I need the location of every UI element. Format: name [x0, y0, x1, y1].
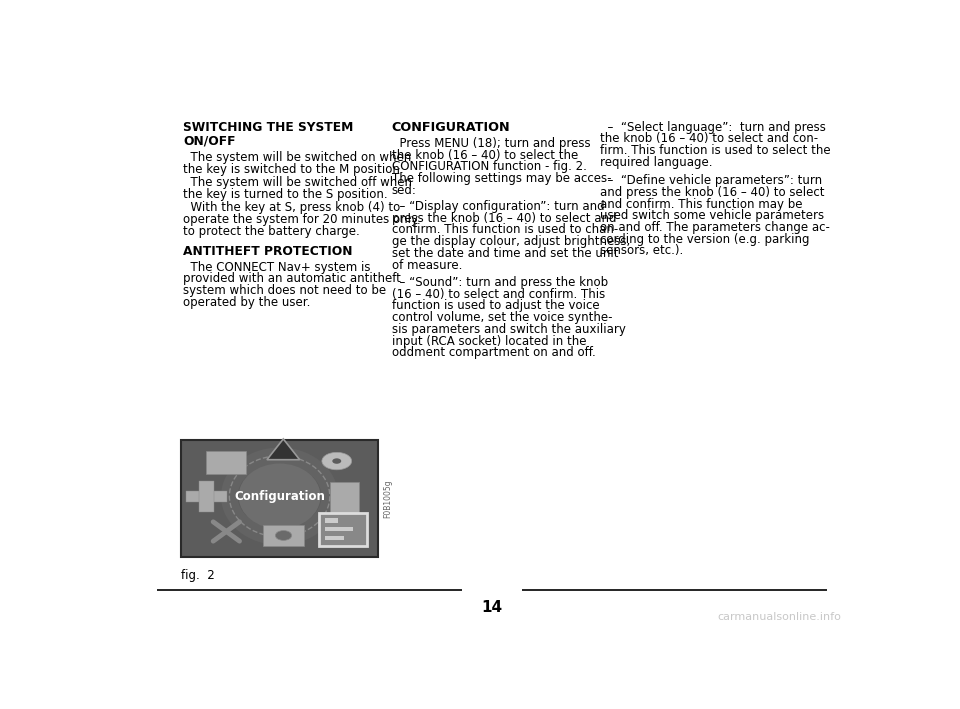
Text: The following settings may be acces-: The following settings may be acces- — [392, 172, 612, 185]
Bar — [181, 440, 378, 557]
Text: ANTITHEFT PROTECTION: ANTITHEFT PROTECTION — [183, 245, 352, 258]
Text: ON/OFF: ON/OFF — [183, 135, 236, 147]
Text: of measure.: of measure. — [392, 259, 462, 272]
Text: set the date and time and set the unit: set the date and time and set the unit — [392, 247, 618, 260]
Text: required language.: required language. — [600, 156, 712, 169]
Text: 14: 14 — [481, 600, 503, 615]
Bar — [325, 527, 353, 531]
Text: press the knob (16 – 40) to select and: press the knob (16 – 40) to select and — [392, 212, 616, 225]
Text: Press MENU (18); turn and press: Press MENU (18); turn and press — [392, 137, 590, 150]
Text: ge the display colour, adjust brightness,: ge the display colour, adjust brightness… — [392, 235, 630, 248]
Text: used switch some vehicle parameters: used switch some vehicle parameters — [600, 209, 824, 223]
Text: firm. This function is used to select the: firm. This function is used to select th… — [600, 144, 830, 157]
Text: Configuration: Configuration — [234, 490, 325, 503]
Bar — [319, 513, 368, 545]
Polygon shape — [267, 439, 300, 459]
Text: provided with an automatic antitheft: provided with an automatic antitheft — [183, 272, 401, 285]
Text: (16 – 40) to select and confirm. This: (16 – 40) to select and confirm. This — [392, 288, 605, 301]
FancyBboxPatch shape — [206, 451, 247, 474]
Text: – “Sound”: turn and press the knob: – “Sound”: turn and press the knob — [392, 276, 608, 289]
Text: The system will be switched off when: The system will be switched off when — [183, 177, 412, 189]
Text: fig.  2: fig. 2 — [181, 569, 215, 582]
Text: the knob (16 – 40) to select and con-: the knob (16 – 40) to select and con- — [600, 133, 818, 145]
Text: With the key at S, press knob (4) to: With the key at S, press knob (4) to — [183, 201, 400, 214]
Text: and press the knob (16 – 40) to select: and press the knob (16 – 40) to select — [600, 186, 825, 199]
Text: cording to the version (e.g. parking: cording to the version (e.g. parking — [600, 233, 809, 246]
Text: carmanualsonline.info: carmanualsonline.info — [718, 613, 842, 623]
Text: sis parameters and switch the auxiliary: sis parameters and switch the auxiliary — [392, 323, 625, 336]
FancyBboxPatch shape — [330, 481, 359, 514]
Text: oddment compartment on and off.: oddment compartment on and off. — [392, 346, 595, 359]
Text: function is used to adjust the voice: function is used to adjust the voice — [392, 299, 599, 313]
Text: CONFIGURATION: CONFIGURATION — [392, 121, 510, 133]
Text: the knob (16 – 40) to select the: the knob (16 – 40) to select the — [392, 149, 578, 162]
Text: and confirm. This function may be: and confirm. This function may be — [600, 198, 803, 211]
Text: –  “Select language”:  turn and press: – “Select language”: turn and press — [600, 121, 826, 133]
Text: sensors, etc.).: sensors, etc.). — [600, 245, 684, 257]
FancyBboxPatch shape — [263, 525, 303, 546]
Text: the key is switched to the M position.: the key is switched to the M position. — [183, 163, 404, 176]
Bar — [199, 481, 214, 512]
Text: the key is turned to the S position.: the key is turned to the S position. — [183, 188, 388, 201]
Ellipse shape — [239, 464, 321, 529]
Text: F0B1005g: F0B1005g — [383, 479, 393, 518]
Text: confirm. This function is used to chan-: confirm. This function is used to chan- — [392, 223, 618, 237]
Bar — [325, 518, 338, 523]
Text: – “Display configuration”: turn and: – “Display configuration”: turn and — [392, 200, 604, 213]
Ellipse shape — [276, 530, 292, 540]
Text: control volume, set the voice synthe-: control volume, set the voice synthe- — [392, 311, 612, 324]
Bar — [325, 536, 344, 540]
Text: operate the system for 20 minutes only: operate the system for 20 minutes only — [183, 213, 419, 226]
Text: The system will be switched on when: The system will be switched on when — [183, 151, 412, 164]
Text: sed:: sed: — [392, 184, 417, 197]
Text: on and off. The parameters change ac-: on and off. The parameters change ac- — [600, 221, 829, 234]
Bar — [186, 491, 228, 502]
Text: The CONNECT Nav+ system is: The CONNECT Nav+ system is — [183, 261, 371, 274]
Text: system which does not need to be: system which does not need to be — [183, 284, 386, 297]
Text: –  “Define vehicle parameters”: turn: – “Define vehicle parameters”: turn — [600, 174, 822, 187]
Text: SWITCHING THE SYSTEM: SWITCHING THE SYSTEM — [183, 121, 353, 133]
Ellipse shape — [322, 452, 351, 470]
Ellipse shape — [332, 458, 341, 464]
Text: operated by the user.: operated by the user. — [183, 296, 311, 309]
Text: input (RCA socket) located in the: input (RCA socket) located in the — [392, 335, 586, 347]
Text: CONFIGURATION function - fig. 2.: CONFIGURATION function - fig. 2. — [392, 160, 587, 174]
Text: to protect the battery charge.: to protect the battery charge. — [183, 225, 360, 238]
